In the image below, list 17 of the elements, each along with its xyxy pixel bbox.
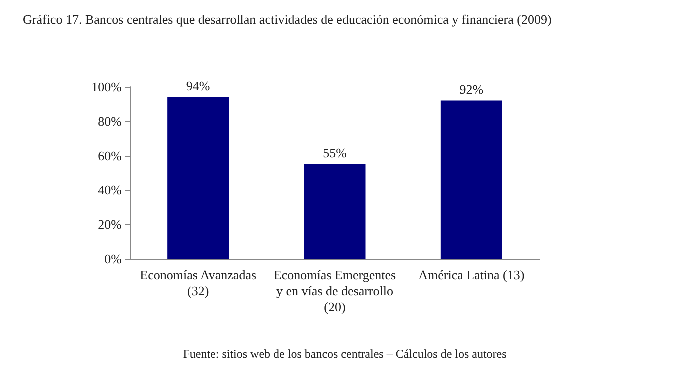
y-tick-label: 100% [92, 80, 122, 94]
data-label: 55% [323, 145, 348, 160]
bar [168, 97, 230, 259]
x-tick-label: Economías Avanzadas (32) [140, 268, 257, 298]
y-tick-label: 60% [98, 148, 122, 164]
chart-title: Gráfico 17. Bancos centrales que desarrollan actividades de educación económica y financiera (2009) [23, 12, 552, 27]
data-label: 94% [186, 78, 210, 94]
bar [440, 100, 502, 259]
y-tick-label: 20% [98, 217, 122, 232]
data-label: 92% [460, 82, 484, 97]
source-note: Fuente: sitios web de los bancos centrales – Cálculos de los autores [183, 347, 508, 361]
bar [304, 164, 366, 259]
x-tick-label: América Latina (13) [418, 268, 525, 282]
x-tick-label: Economías Emergentes y en vías de desarrollo (20) [274, 268, 396, 314]
y-tick-label: 80% [98, 114, 122, 129]
y-tick-label: 0% [104, 252, 122, 266]
y-tick-label: 40% [98, 182, 122, 198]
